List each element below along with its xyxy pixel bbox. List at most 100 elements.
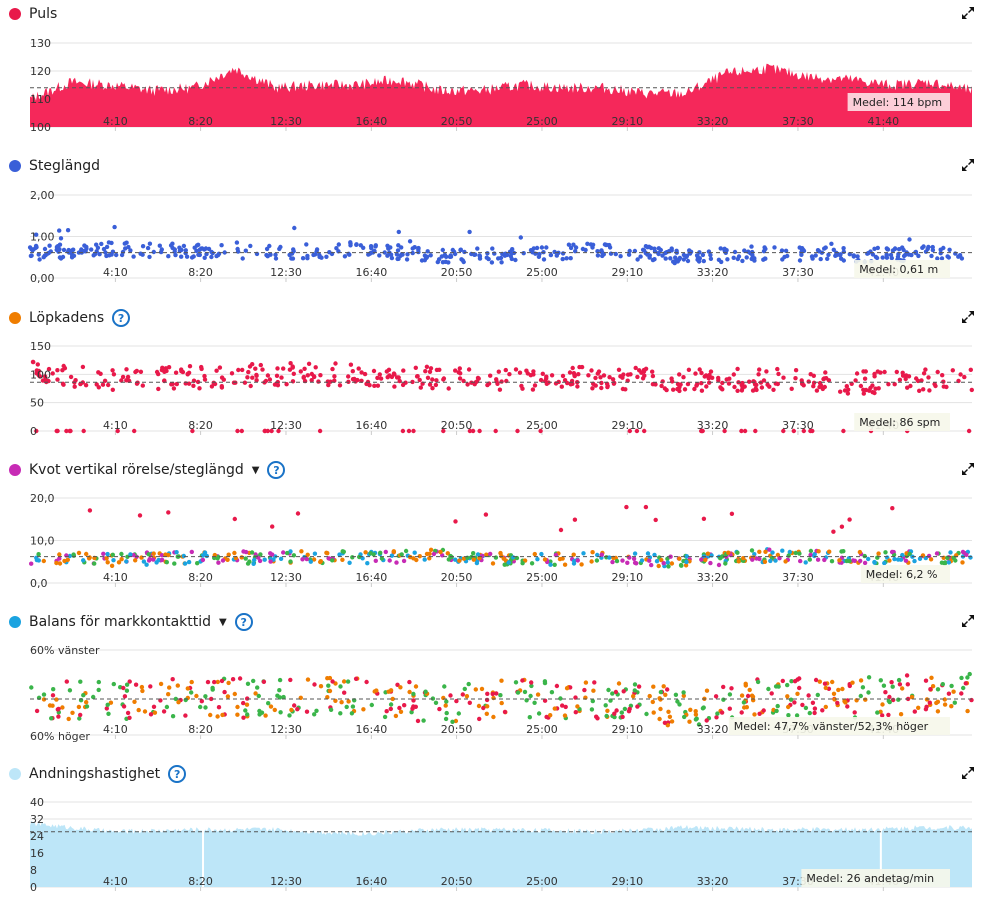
data-point [736, 254, 742, 259]
expand-icon[interactable] [960, 461, 976, 477]
data-point [627, 428, 632, 434]
data-point [314, 247, 320, 252]
data-point [780, 678, 785, 684]
data-point [475, 552, 481, 557]
data-point [807, 557, 812, 562]
data-point [101, 246, 107, 252]
data-point [744, 705, 749, 710]
chevron-down-icon[interactable]: ▼ [219, 616, 227, 628]
data-point [666, 564, 671, 569]
data-point [818, 256, 823, 262]
data-point [604, 713, 609, 719]
data-point [636, 684, 642, 689]
data-point [682, 714, 687, 720]
data-point [513, 680, 519, 685]
data-point [292, 225, 297, 231]
expand-icon[interactable] [960, 765, 976, 781]
data-point [793, 368, 799, 373]
chevron-down-icon[interactable]: ▼ [251, 464, 260, 476]
data-point [363, 550, 368, 555]
data-point [391, 549, 396, 554]
data-point [634, 428, 640, 434]
data-point [203, 705, 208, 710]
data-point [817, 384, 822, 390]
data-point [496, 369, 501, 374]
data-point [55, 377, 60, 382]
data-point [183, 248, 188, 253]
expand-icon[interactable] [960, 5, 976, 21]
data-point [422, 253, 428, 258]
data-point [433, 700, 439, 705]
help-icon[interactable]: ? [168, 765, 187, 783]
data-point [685, 381, 691, 387]
data-point [373, 243, 378, 248]
expand-icon[interactable] [960, 613, 976, 629]
help-icon[interactable]: ? [112, 309, 131, 327]
data-point [914, 376, 919, 381]
data-point [330, 366, 335, 372]
data-point [858, 558, 863, 564]
data-point [752, 258, 757, 263]
data-point [842, 388, 848, 393]
data-point [960, 560, 965, 565]
data-point [92, 561, 97, 566]
data-point [544, 376, 549, 381]
data-point [668, 256, 673, 261]
data-point [166, 552, 171, 558]
data-point [928, 557, 934, 562]
data-point [356, 366, 361, 371]
data-point [499, 553, 504, 559]
data-point [190, 428, 195, 434]
data-point [916, 705, 921, 710]
data-point [930, 247, 936, 253]
data-point [237, 676, 243, 681]
help-icon[interactable]: ? [267, 461, 286, 479]
data-point [220, 712, 225, 718]
data-point [673, 692, 679, 697]
data-point [619, 710, 624, 715]
data-point [311, 252, 316, 258]
data-point [425, 375, 431, 380]
data-point [348, 362, 354, 367]
help-icon[interactable]: ? [234, 613, 253, 631]
data-point [60, 368, 65, 373]
data-point [443, 703, 448, 708]
data-point [248, 383, 253, 389]
data-point [145, 245, 151, 251]
data-point [739, 693, 745, 698]
data-point [665, 556, 670, 561]
data-point [704, 688, 710, 693]
data-point [99, 241, 104, 247]
data-point [106, 382, 111, 388]
data-point [708, 560, 713, 566]
data-point [50, 371, 55, 376]
data-point [783, 248, 789, 253]
data-point [812, 706, 818, 711]
data-point [923, 678, 929, 683]
data-point [840, 686, 845, 692]
data-point [727, 376, 732, 381]
data-point [740, 385, 745, 391]
data-point [898, 712, 904, 717]
data-point [883, 690, 888, 695]
data-point [326, 556, 331, 561]
data-point [411, 428, 416, 434]
data-point [633, 365, 638, 371]
data-point [495, 381, 500, 386]
expand-icon[interactable] [960, 157, 976, 173]
data-point [313, 365, 318, 370]
data-point [427, 369, 433, 374]
data-point [968, 555, 973, 560]
data-point [232, 516, 237, 522]
data-point [708, 256, 714, 261]
expand-icon[interactable] [960, 309, 976, 325]
data-point [697, 250, 702, 255]
data-point [397, 378, 402, 384]
median-label: Medel: 86 spm [859, 416, 940, 429]
data-point [441, 377, 446, 382]
data-point [562, 713, 568, 718]
data-point [897, 377, 903, 382]
data-point [216, 705, 222, 710]
data-point [808, 552, 813, 558]
data-point [388, 706, 393, 712]
